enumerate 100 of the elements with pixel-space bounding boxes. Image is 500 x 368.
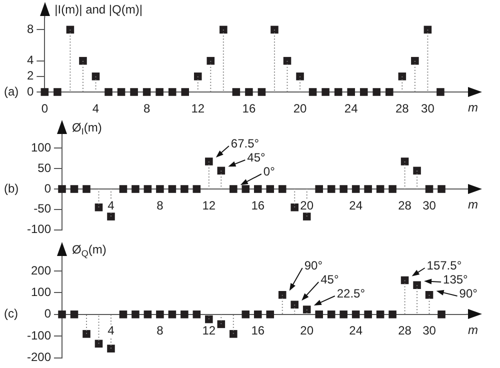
annotation: 157.5° (426, 258, 462, 272)
annotation: 67.5° (230, 136, 260, 150)
x-tick-label: 28 (395, 101, 410, 116)
point (340, 310, 348, 318)
y-tick-label: 8 (26, 22, 34, 36)
point (413, 281, 421, 290)
point (376, 185, 384, 193)
point (82, 185, 90, 193)
point (181, 88, 190, 96)
point (220, 26, 228, 34)
point (388, 310, 396, 318)
x-tick-label: 30 (421, 101, 435, 116)
x-tick-label: 12 (191, 101, 205, 116)
point (132, 185, 140, 193)
point (94, 203, 103, 212)
x-tick-label: 24 (344, 101, 358, 116)
point (376, 310, 384, 318)
point (436, 88, 444, 96)
point (230, 330, 238, 338)
point (217, 320, 226, 328)
point (142, 88, 151, 96)
point (388, 185, 396, 193)
x-axis-title: m (468, 322, 478, 337)
point (107, 212, 115, 220)
x-tick-label: 16 (251, 198, 265, 212)
point (156, 88, 164, 96)
point (425, 185, 434, 193)
point (206, 56, 215, 65)
point (364, 185, 372, 193)
point (82, 330, 90, 338)
x-tick-label: 4 (92, 101, 100, 116)
point (364, 310, 372, 318)
annotation: 45° (247, 150, 266, 164)
point (130, 88, 138, 96)
point (413, 166, 421, 175)
point (254, 310, 262, 318)
x-axis-title: m (468, 100, 478, 114)
point (278, 185, 286, 193)
point (180, 185, 188, 193)
x-tick-label: 30 (422, 198, 436, 212)
point (425, 290, 434, 299)
point (296, 72, 304, 80)
annotation: 22.5° (336, 286, 366, 300)
point (168, 310, 176, 318)
point (156, 310, 164, 318)
point (372, 88, 381, 96)
point (327, 185, 336, 193)
text: (a) (4, 84, 19, 98)
x-tick-label: 20 (293, 101, 308, 116)
y-tick-label: -200 (26, 350, 52, 364)
point (70, 310, 78, 318)
annotation: 45° (320, 272, 339, 286)
point (315, 310, 323, 318)
x-tick-label: 20 (300, 324, 314, 338)
x-tick-label: 8 (143, 101, 150, 116)
point (245, 88, 253, 96)
point (156, 185, 164, 193)
y-tick-label: 100 (30, 140, 52, 155)
y-tick-label: 100 (30, 285, 52, 300)
point (180, 310, 188, 318)
point (340, 185, 348, 193)
x-tick-label: 28 (398, 324, 412, 338)
point (283, 56, 292, 65)
point (254, 185, 262, 193)
point (266, 185, 274, 193)
point (119, 185, 128, 193)
point (302, 306, 311, 314)
point (308, 88, 317, 96)
point (230, 185, 238, 193)
point (92, 72, 100, 80)
annotation: 90° (459, 286, 478, 300)
point (315, 185, 323, 193)
point (168, 88, 176, 96)
point (58, 185, 66, 193)
point (168, 185, 176, 193)
y-tick-label: 0 (44, 306, 52, 321)
annotation: 90° (304, 258, 323, 272)
y-tick-label: 4 (26, 53, 34, 68)
x-axis-title: m (468, 197, 478, 212)
point (398, 72, 406, 80)
point (400, 276, 409, 284)
y-tick-label: -100 (26, 328, 52, 342)
point (132, 310, 140, 318)
point (424, 26, 432, 34)
point (386, 88, 394, 96)
point (107, 344, 115, 352)
point (194, 72, 202, 80)
point (438, 310, 446, 318)
point (58, 310, 66, 318)
x-tick-label: 16 (251, 324, 265, 338)
point (327, 310, 336, 318)
point (104, 88, 112, 96)
point (66, 26, 74, 34)
x-tick-label: 24 (349, 198, 363, 212)
point (360, 88, 368, 96)
point (334, 88, 342, 96)
point (232, 88, 240, 96)
point (117, 88, 126, 96)
point (302, 212, 311, 220)
x-tick-label: 28 (398, 198, 412, 212)
